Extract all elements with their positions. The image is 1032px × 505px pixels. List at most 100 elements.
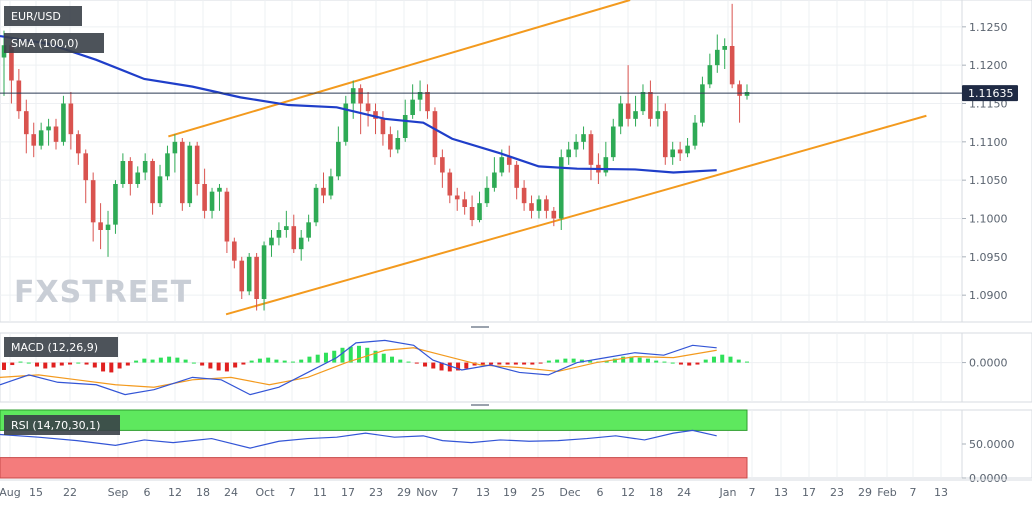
- macd-histogram-bar: [266, 357, 271, 363]
- candle-body: [328, 176, 334, 196]
- rsi-y-tick-label: 50.0000: [969, 438, 1015, 451]
- candle-body: [358, 88, 363, 104]
- macd-histogram-bar: [200, 362, 205, 366]
- candle-body: [514, 164, 519, 188]
- macd-histogram-bar: [505, 362, 510, 365]
- macd-histogram-bar: [695, 362, 700, 365]
- candle: [506, 145, 512, 173]
- x-tick-label: 23: [369, 486, 383, 499]
- macd-histogram-bar: [307, 356, 312, 363]
- macd-histogram-bar: [365, 347, 370, 363]
- candle: [261, 241, 267, 311]
- candle-body: [135, 172, 141, 184]
- macd-histogram-bar: [191, 362, 196, 364]
- macd-histogram-bar: [282, 360, 287, 363]
- candle-body: [447, 172, 453, 196]
- macd-histogram-bar: [167, 356, 172, 363]
- macd-legend-box: [4, 337, 118, 357]
- macd-histogram-bar: [290, 361, 295, 363]
- candle: [625, 65, 631, 127]
- candle: [105, 210, 111, 257]
- candle-body: [23, 111, 29, 135]
- macd-histogram-bar: [687, 362, 692, 366]
- candle-body: [558, 157, 564, 219]
- macd-histogram-bar: [381, 353, 386, 363]
- candle: [31, 122, 37, 158]
- candle: [343, 95, 349, 146]
- candle-body: [150, 161, 155, 204]
- candle: [46, 118, 51, 146]
- candle: [350, 80, 356, 119]
- macd-line: [0, 339, 717, 396]
- candle: [410, 84, 415, 119]
- candle-body: [700, 84, 705, 123]
- macd-histogram-bar: [348, 346, 353, 363]
- candle-body: [187, 145, 193, 204]
- x-tick-label: 18: [196, 486, 210, 499]
- y-tick-label: 1.1200: [969, 59, 1008, 72]
- candle: [514, 161, 519, 200]
- candle-body: [68, 103, 74, 135]
- macd-histogram-bar: [414, 362, 419, 364]
- candle-body: [492, 172, 497, 188]
- candle: [566, 141, 571, 165]
- macd-histogram-bar: [76, 362, 81, 364]
- x-tick-label: 29: [858, 486, 872, 499]
- candle-body: [254, 256, 259, 299]
- candle: [692, 115, 698, 150]
- candle-body: [395, 138, 401, 150]
- candle: [655, 95, 661, 127]
- macd-splitter-handle: [471, 326, 489, 328]
- candle-body: [581, 134, 586, 142]
- x-tick-label: 18: [649, 486, 663, 499]
- candle: [53, 118, 59, 150]
- candle: [373, 103, 378, 135]
- macd-histogram-bar: [10, 362, 15, 366]
- candle: [68, 92, 74, 150]
- x-tick-label: Dec: [559, 486, 580, 499]
- candle: [588, 130, 594, 181]
- candle-body: [536, 199, 542, 211]
- macd-histogram-bar: [406, 361, 411, 363]
- macd-histogram-bar: [183, 359, 188, 363]
- candle-body: [321, 187, 326, 196]
- macd-histogram-bar: [745, 361, 749, 363]
- candle-body: [714, 49, 720, 66]
- candle: [477, 191, 482, 223]
- candle: [172, 134, 178, 173]
- candle: [425, 84, 430, 119]
- candle-body: [692, 122, 698, 146]
- candle: [23, 99, 29, 154]
- candle: [469, 195, 475, 227]
- candle-body: [648, 92, 653, 119]
- y-tick-label: 1.0900: [969, 289, 1008, 302]
- macd-histogram-bar: [431, 362, 436, 369]
- macd-histogram-bar: [233, 362, 238, 368]
- candle: [202, 168, 207, 219]
- candle: [640, 84, 646, 115]
- x-tick-label: 6: [597, 486, 604, 499]
- candle: [306, 214, 311, 242]
- macd-histogram-bar: [703, 359, 708, 363]
- candle: [90, 172, 96, 242]
- macd-histogram-bar: [84, 362, 89, 365]
- x-tick-label: 12: [621, 486, 635, 499]
- candle-body: [31, 134, 37, 146]
- x-tick-label: 17: [341, 486, 355, 499]
- candle: [544, 195, 549, 219]
- y-tick-label: 1.1100: [969, 136, 1008, 149]
- channel-upper-line: [168, 0, 631, 138]
- candle-body: [462, 199, 467, 207]
- macd-histogram-bar: [423, 362, 428, 367]
- macd-histogram-bar: [158, 357, 163, 363]
- macd-histogram-bar: [109, 362, 114, 373]
- candle: [298, 230, 304, 261]
- macd-histogram-bar: [522, 362, 527, 365]
- candle-body: [75, 134, 81, 154]
- candle-body: [425, 92, 430, 112]
- candle-body: [336, 141, 341, 177]
- candle: [417, 80, 423, 112]
- macd-histogram-bar: [588, 360, 593, 363]
- x-tick-label: 24: [677, 486, 691, 499]
- y-tick-label: 1.1250: [969, 21, 1008, 34]
